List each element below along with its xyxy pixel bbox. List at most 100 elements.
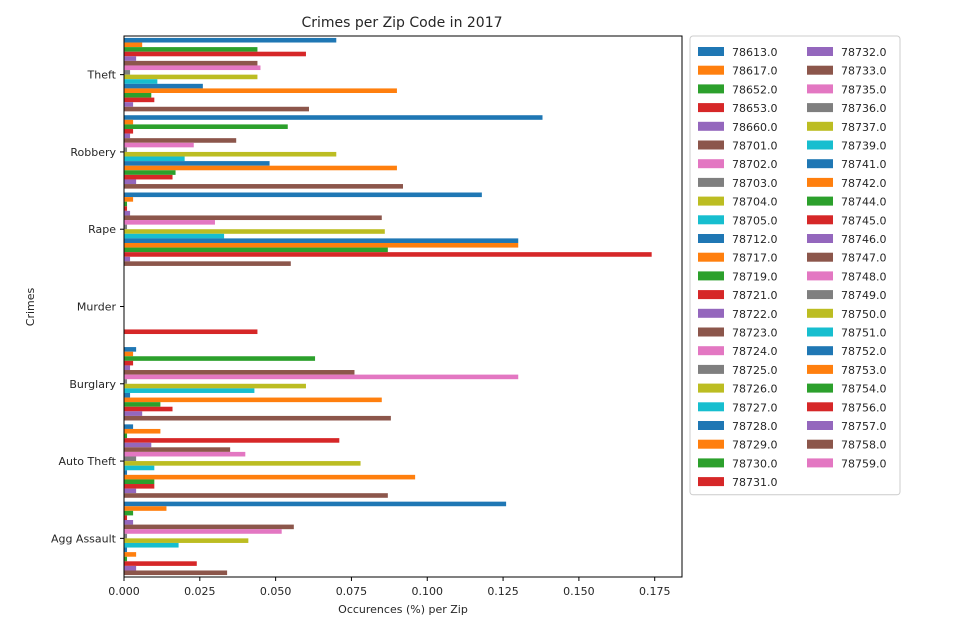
legend-swatch xyxy=(698,458,724,468)
legend-label: 78613.0 xyxy=(732,46,778,59)
bar-auto-theft-78712.0 xyxy=(124,470,128,475)
bar-rape-78653.0 xyxy=(124,206,128,211)
x-axis-label: Occurences (%) per Zip xyxy=(338,603,468,616)
bar-burglary-78701.0 xyxy=(124,370,355,375)
bar-agg-assault-78701.0 xyxy=(124,524,294,530)
legend-swatch xyxy=(698,402,724,412)
legend-label: 78747.0 xyxy=(841,252,887,265)
legend-label: 78749.0 xyxy=(841,289,887,302)
bar-auto-theft-78721.0 xyxy=(124,484,155,489)
bar-auto-theft-78704.0 xyxy=(124,461,361,466)
legend-label: 78701.0 xyxy=(732,140,778,153)
y-tick-label: Agg Assault xyxy=(51,532,117,545)
bar-robbery-78705.0 xyxy=(124,156,185,162)
legend-label: 78730.0 xyxy=(732,457,778,470)
bar-rape-78617.0 xyxy=(124,197,134,202)
legend-label: 78726.0 xyxy=(732,383,778,396)
legend-swatch xyxy=(807,65,833,75)
legend-label: 78745.0 xyxy=(841,214,887,227)
bar-rape-78660.0 xyxy=(124,210,131,216)
legend-swatch xyxy=(807,364,833,374)
legend-label: 78617.0 xyxy=(732,65,778,78)
legend-label: 78719.0 xyxy=(732,270,778,283)
legend-label: 78746.0 xyxy=(841,233,887,246)
bar-robbery-78717.0 xyxy=(124,165,397,171)
legend-label: 78724.0 xyxy=(732,345,778,358)
bar-robbery-78653.0 xyxy=(124,128,134,134)
bar-burglary-78653.0 xyxy=(124,360,134,366)
legend-swatch xyxy=(698,65,724,75)
bar-agg-assault-78717.0 xyxy=(124,552,137,557)
bar-rape-78722.0 xyxy=(124,256,131,262)
legend-swatch xyxy=(807,121,833,131)
legend-label: 78702.0 xyxy=(732,158,778,171)
bar-theft-78613.0 xyxy=(124,37,337,43)
bar-theft-78701.0 xyxy=(124,60,258,66)
bar-robbery-78702.0 xyxy=(124,142,194,148)
bar-burglary-78721.0 xyxy=(124,406,173,412)
bar-theft-78703.0 xyxy=(124,70,131,75)
bar-rape-78723.0 xyxy=(124,261,291,266)
bars-group xyxy=(124,37,652,576)
bar-theft-78721.0 xyxy=(124,97,155,103)
y-axis-ticks: Agg Assault Auto Theft Burglary Murder Rape R… xyxy=(51,69,124,545)
legend-label: 78737.0 xyxy=(841,121,887,134)
chart-title: Crimes per Zip Code in 2017 xyxy=(301,15,502,31)
legend-label: 78750.0 xyxy=(841,308,887,321)
bar-robbery-78703.0 xyxy=(124,147,128,152)
bar-auto-theft-78653.0 xyxy=(124,438,340,443)
bar-rape-78701.0 xyxy=(124,215,382,221)
bar-agg-assault-78617.0 xyxy=(124,506,167,511)
legend-label: 78744.0 xyxy=(841,196,887,209)
legend-swatch xyxy=(698,477,724,487)
bar-rape-78704.0 xyxy=(124,229,385,234)
legend-swatch xyxy=(807,196,833,206)
bar-auto-theft-78652.0 xyxy=(124,433,128,439)
legend-label: 78735.0 xyxy=(841,83,887,96)
x-tick-label: 0.125 xyxy=(487,585,519,598)
y-tick-label: Murder xyxy=(77,301,117,314)
x-tick-label: 0.050 xyxy=(260,585,292,598)
legend-swatch xyxy=(807,402,833,412)
legend-label: 78741.0 xyxy=(841,158,887,171)
bar-auto-theft-78719.0 xyxy=(124,479,155,485)
legend-label: 78712.0 xyxy=(732,233,778,246)
legend-label: 78721.0 xyxy=(732,289,778,302)
legend-swatch xyxy=(698,439,724,449)
legend-swatch xyxy=(807,177,833,187)
legend-label: 78732.0 xyxy=(841,46,887,59)
legend-swatch xyxy=(698,327,724,337)
bar-auto-theft-78701.0 xyxy=(124,447,231,452)
legend-swatch xyxy=(807,252,833,262)
bar-agg-assault-78705.0 xyxy=(124,542,179,548)
legend-label: 78731.0 xyxy=(732,476,778,489)
bar-theft-78653.0 xyxy=(124,51,306,57)
bar-rape-78703.0 xyxy=(124,224,128,230)
x-tick-label: 0.075 xyxy=(336,585,368,598)
bar-rape-78613.0 xyxy=(124,192,482,198)
bar-robbery-78722.0 xyxy=(124,179,137,185)
bar-agg-assault-78723.0 xyxy=(124,570,228,576)
bar-robbery-78652.0 xyxy=(124,124,288,129)
bar-robbery-78613.0 xyxy=(124,115,543,120)
legend: 78613.0 78617.0 78652.0 78653.0 78660.0 78701… xyxy=(689,35,901,496)
legend-label: 78725.0 xyxy=(732,364,778,377)
legend-label: 78728.0 xyxy=(732,420,778,433)
legend-swatch xyxy=(807,308,833,318)
bar-theft-78702.0 xyxy=(124,65,261,71)
legend-frame xyxy=(689,35,901,496)
bar-burglary-78722.0 xyxy=(124,411,143,416)
legend-label: 78752.0 xyxy=(841,345,887,358)
legend-label: 78717.0 xyxy=(732,252,778,265)
legend-swatch xyxy=(807,290,833,300)
legend-swatch xyxy=(807,103,833,113)
bar-theft-78712.0 xyxy=(124,83,203,89)
legend-label: 78739.0 xyxy=(841,140,887,153)
bar-burglary-78704.0 xyxy=(124,383,306,389)
bar-rape-78721.0 xyxy=(124,252,652,257)
y-axis-label: Crimes xyxy=(24,288,37,327)
bar-agg-assault-78721.0 xyxy=(124,561,197,566)
legend-label: 78704.0 xyxy=(732,196,778,209)
bar-auto-theft-78705.0 xyxy=(124,465,155,471)
